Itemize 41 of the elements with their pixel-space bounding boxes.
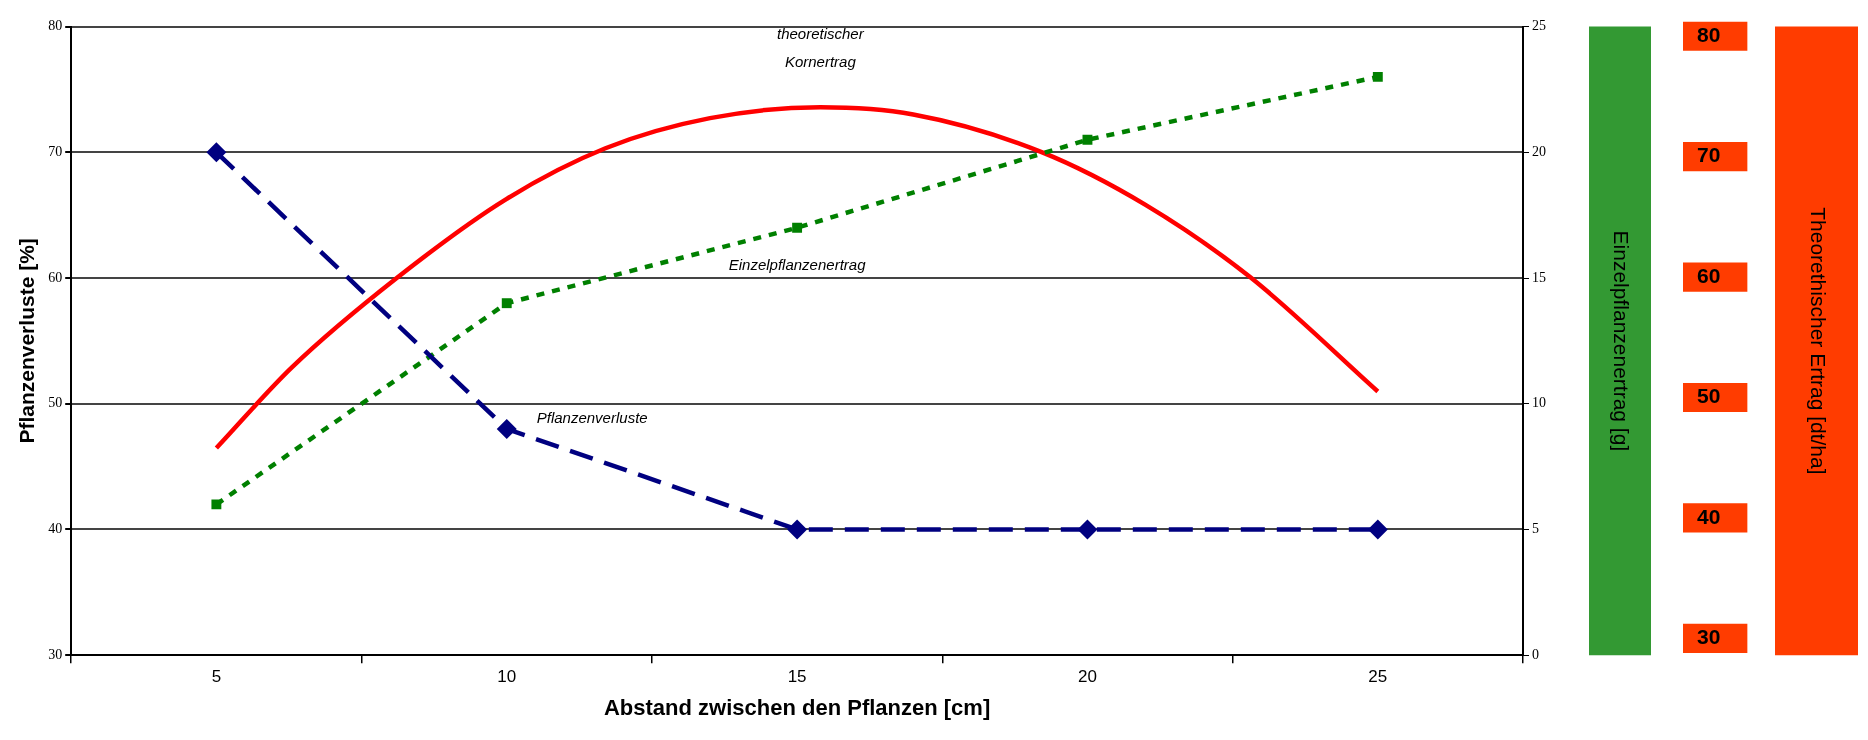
y3-tick-label: 40 <box>1697 504 1721 528</box>
point <box>1077 519 1098 540</box>
x-tick-label: 10 <box>497 667 517 687</box>
point <box>1082 134 1093 145</box>
y3-tick-label: 80 <box>1697 23 1721 47</box>
y3-tick-label: 30 <box>1697 625 1721 649</box>
y-tick-label: 80 <box>48 18 63 34</box>
x-tick-label: 20 <box>1078 667 1097 687</box>
y2-tick-label: 25 <box>1532 18 1546 34</box>
y2-axis-title: Einzelpflanzenertrag [g] <box>1610 230 1634 452</box>
point <box>787 519 808 540</box>
y-tick-label: 40 <box>48 521 63 537</box>
y-axis-title: Pflanzenverluste [%] <box>15 238 39 444</box>
y2-tick-label: 15 <box>1532 269 1546 285</box>
series-label: Pflanzenverluste <box>536 409 648 427</box>
y2-tick-label: 0 <box>1532 646 1539 662</box>
point <box>211 499 222 510</box>
text: theoretischer Kornertrag <box>776 25 865 71</box>
y3-tick-label: 70 <box>1697 143 1721 167</box>
line-series <box>214 105 1381 451</box>
y2-tick-label: 5 <box>1532 521 1539 537</box>
y-tick-label: 70 <box>48 143 63 159</box>
point <box>1367 519 1388 540</box>
x-axis-title: Abstand zwischen den Pflanzen [cm] <box>603 694 991 720</box>
point <box>792 222 803 233</box>
y3-tick-label: 50 <box>1697 384 1721 408</box>
x-tick-label: 15 <box>787 667 807 687</box>
y-tick-label: 50 <box>48 395 63 411</box>
y3-axis-title: Theorethischer Ertrag [dt/ha] <box>1806 207 1830 475</box>
y3-tick-label: 60 <box>1697 263 1721 287</box>
x-tick-label: 25 <box>1368 667 1388 687</box>
point <box>206 142 227 163</box>
y2-tick-label: 20 <box>1532 143 1546 159</box>
x-tick-label: 5 <box>211 667 222 687</box>
series-label: Einzelpflanzenertrag <box>728 255 867 273</box>
y-tick-label: 30 <box>48 646 63 662</box>
y-tick-label: 60 <box>48 269 63 285</box>
point <box>1372 71 1383 82</box>
point <box>496 418 517 439</box>
y2-tick-label: 10 <box>1532 395 1546 411</box>
point <box>501 298 512 309</box>
